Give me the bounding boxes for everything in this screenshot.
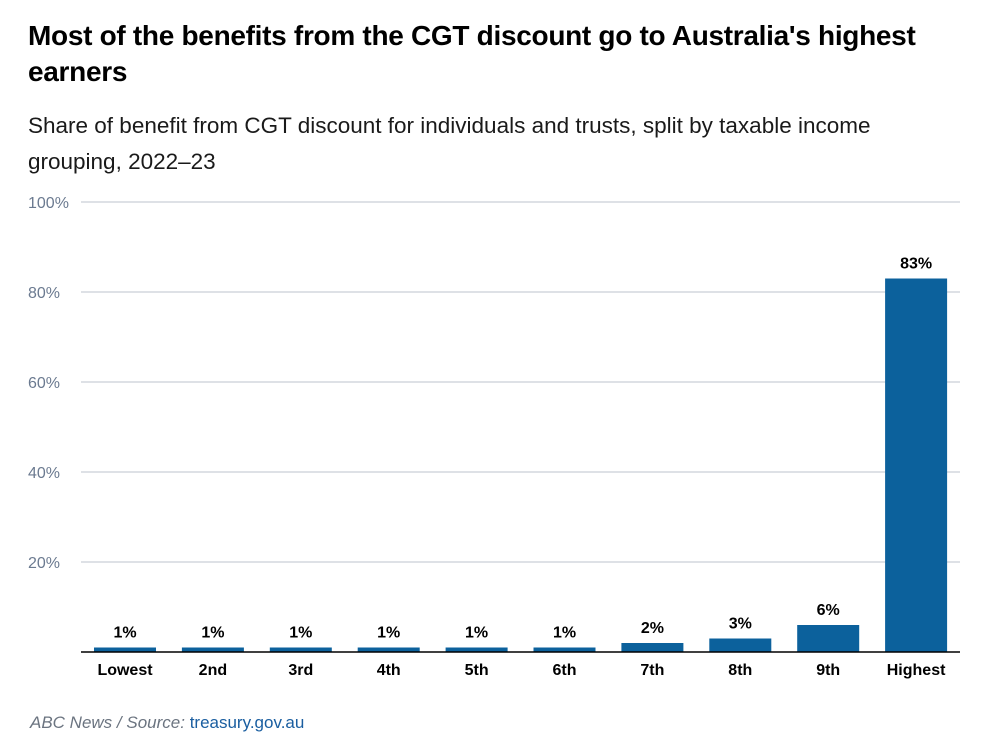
bar-value-label: 1% xyxy=(201,625,224,642)
x-tick-label: 7th xyxy=(640,662,664,679)
bar-value-label: 1% xyxy=(289,625,312,642)
source-link[interactable]: treasury.gov.au xyxy=(189,713,305,732)
bar xyxy=(357,647,420,652)
bar xyxy=(94,647,156,652)
bar-value-label: 2% xyxy=(641,620,664,637)
y-tick-label: 80% xyxy=(28,285,60,302)
bar-value-label: 83% xyxy=(900,256,932,273)
bar xyxy=(533,647,596,652)
x-tick-label: 9th xyxy=(816,662,840,679)
chart-footer: ABC News / Source: treasury.gov.au xyxy=(30,711,304,735)
bar-value-label: 1% xyxy=(377,625,400,642)
bar-value-label: 1% xyxy=(113,625,136,642)
x-tick-label: Highest xyxy=(887,662,946,679)
x-tick-label: 6th xyxy=(553,662,577,679)
bar-value-label: 6% xyxy=(817,602,840,619)
x-tick-label: 2nd xyxy=(199,662,227,679)
bars xyxy=(94,278,948,652)
x-tick-label: Lowest xyxy=(97,662,153,679)
chart-subtitle: Share of benefit from CGT discount for i… xyxy=(28,113,871,174)
y-tick-label: 40% xyxy=(28,465,60,482)
chart-title: Most of the benefits from the CGT discou… xyxy=(28,20,916,87)
bar-value-label: 1% xyxy=(465,625,488,642)
bar xyxy=(181,647,244,652)
x-tick-label: 3rd xyxy=(288,662,313,679)
source-credit: ABC News / Source: xyxy=(30,713,185,732)
bar xyxy=(709,638,772,652)
gridlines xyxy=(81,201,960,563)
bar xyxy=(797,625,860,652)
bar xyxy=(269,647,332,652)
y-tick-label: 60% xyxy=(28,375,60,392)
bar-value-label: 3% xyxy=(729,616,752,633)
x-tick-label: 4th xyxy=(377,662,401,679)
x-axis-ticks: Lowest 2nd 3rd 4th 5th 6th 7th 8th 9th Highest xyxy=(97,662,946,679)
bar xyxy=(621,643,684,652)
bar-chart: 20% 40% 60% 80% 100% 1% 1% 1% 1% 1% 1% 2% 3% 6% 83% L… xyxy=(28,195,960,679)
bar xyxy=(445,647,508,652)
x-tick-label: 5th xyxy=(465,662,489,679)
y-tick-label: 20% xyxy=(28,555,60,572)
y-axis-ticks: 20% 40% 60% 80% 100% xyxy=(28,195,69,572)
bar xyxy=(885,278,948,652)
value-labels: 1% 1% 1% 1% 1% 1% 2% 3% 6% 83% xyxy=(113,256,932,642)
bar-value-label: 1% xyxy=(553,625,576,642)
y-tick-label: 100% xyxy=(28,195,69,212)
x-tick-label: 8th xyxy=(728,662,752,679)
